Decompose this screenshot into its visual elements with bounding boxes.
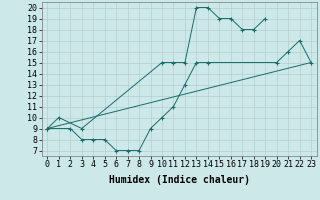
X-axis label: Humidex (Indice chaleur): Humidex (Indice chaleur) bbox=[109, 175, 250, 185]
